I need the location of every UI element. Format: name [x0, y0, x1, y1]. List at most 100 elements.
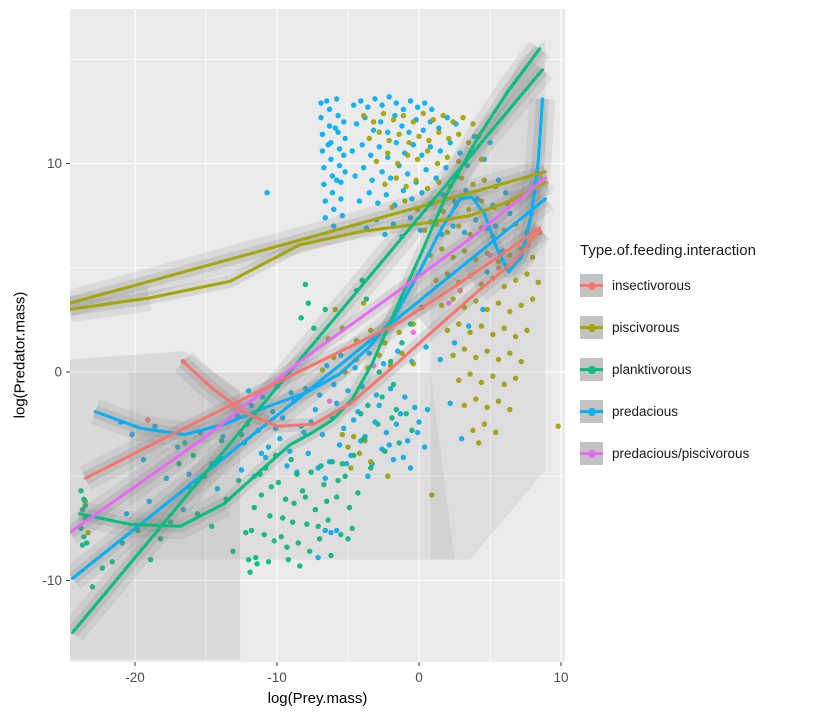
data-point	[457, 150, 463, 156]
data-point	[358, 98, 364, 104]
data-point	[375, 421, 381, 427]
data-point	[265, 559, 272, 565]
data-point	[524, 271, 530, 277]
panel-background	[70, 9, 565, 662]
data-point	[467, 371, 473, 377]
data-point	[416, 133, 422, 140]
data-point	[220, 433, 226, 440]
data-point	[484, 269, 490, 275]
legend-key-dot	[588, 450, 596, 458]
data-point	[356, 198, 363, 204]
data-point	[279, 415, 286, 421]
data-point	[481, 177, 488, 183]
data-point	[258, 492, 265, 498]
data-point	[186, 471, 192, 477]
data-point	[208, 523, 215, 529]
data-point	[473, 396, 479, 402]
data-point	[370, 127, 377, 133]
data-point	[495, 300, 502, 306]
data-point	[319, 431, 326, 438]
data-point	[399, 350, 405, 356]
data-point	[338, 352, 344, 359]
data-point	[390, 456, 397, 463]
data-point	[335, 129, 341, 135]
data-point	[345, 444, 351, 450]
data-point	[393, 139, 399, 146]
data-point	[157, 536, 164, 542]
data-point	[385, 150, 391, 156]
data-point	[372, 96, 378, 102]
data-point	[436, 125, 442, 131]
data-point	[518, 358, 524, 365]
data-point	[419, 189, 425, 196]
data-point	[332, 125, 338, 131]
data-point	[480, 306, 486, 313]
data-point	[321, 164, 327, 171]
data-point	[322, 306, 328, 313]
data-point	[400, 112, 407, 119]
data-point	[248, 527, 255, 534]
data-point	[507, 308, 513, 315]
data-point	[298, 315, 304, 321]
data-point	[450, 223, 456, 229]
data-point	[324, 363, 330, 369]
data-point	[421, 227, 428, 233]
data-point	[291, 500, 297, 507]
data-point	[470, 181, 476, 188]
data-point	[284, 544, 290, 550]
data-point	[324, 498, 330, 504]
data-point	[461, 346, 468, 352]
data-point	[387, 358, 394, 365]
data-point	[278, 534, 284, 540]
legend-key-dot	[588, 408, 596, 416]
data-point	[393, 175, 399, 181]
data-point	[512, 375, 519, 381]
data-point	[348, 465, 354, 471]
data-point	[460, 114, 466, 121]
data-point	[392, 112, 398, 119]
data-point	[466, 139, 472, 146]
data-point	[284, 463, 290, 469]
data-point	[360, 300, 367, 306]
data-point	[407, 98, 414, 104]
data-point	[145, 417, 151, 423]
data-point	[338, 196, 344, 202]
smooth-line-predacious-piscivorous	[70, 176, 547, 534]
data-point	[305, 300, 311, 306]
data-point	[456, 377, 462, 384]
data-point	[375, 200, 381, 206]
data-point	[366, 350, 372, 356]
data-point	[395, 348, 401, 354]
y-tick-label: -10	[42, 573, 62, 588]
data-point	[365, 104, 371, 110]
data-point	[484, 404, 490, 411]
data-point	[410, 360, 417, 367]
legend-label: predacious	[612, 404, 679, 419]
data-point	[473, 298, 479, 304]
legend-key-dot	[588, 324, 596, 332]
data-point	[331, 223, 337, 229]
data-point	[376, 129, 382, 135]
data-point	[382, 340, 388, 346]
data-point	[370, 119, 377, 125]
data-point	[400, 187, 407, 194]
data-point	[301, 429, 307, 436]
data-point	[439, 302, 445, 308]
data-point	[463, 187, 469, 194]
data-point	[333, 527, 340, 534]
data-point	[333, 177, 340, 183]
data-point	[356, 450, 363, 457]
data-point	[450, 119, 456, 125]
data-point	[287, 448, 293, 454]
data-point	[512, 333, 519, 340]
data-point	[368, 327, 374, 333]
data-point	[328, 552, 334, 559]
data-point	[81, 496, 87, 502]
x-tick-label: 10	[553, 670, 568, 685]
data-point	[333, 96, 340, 102]
data-point	[400, 454, 407, 461]
data-point	[380, 110, 387, 117]
data-point	[238, 467, 245, 473]
data-point	[218, 438, 225, 444]
